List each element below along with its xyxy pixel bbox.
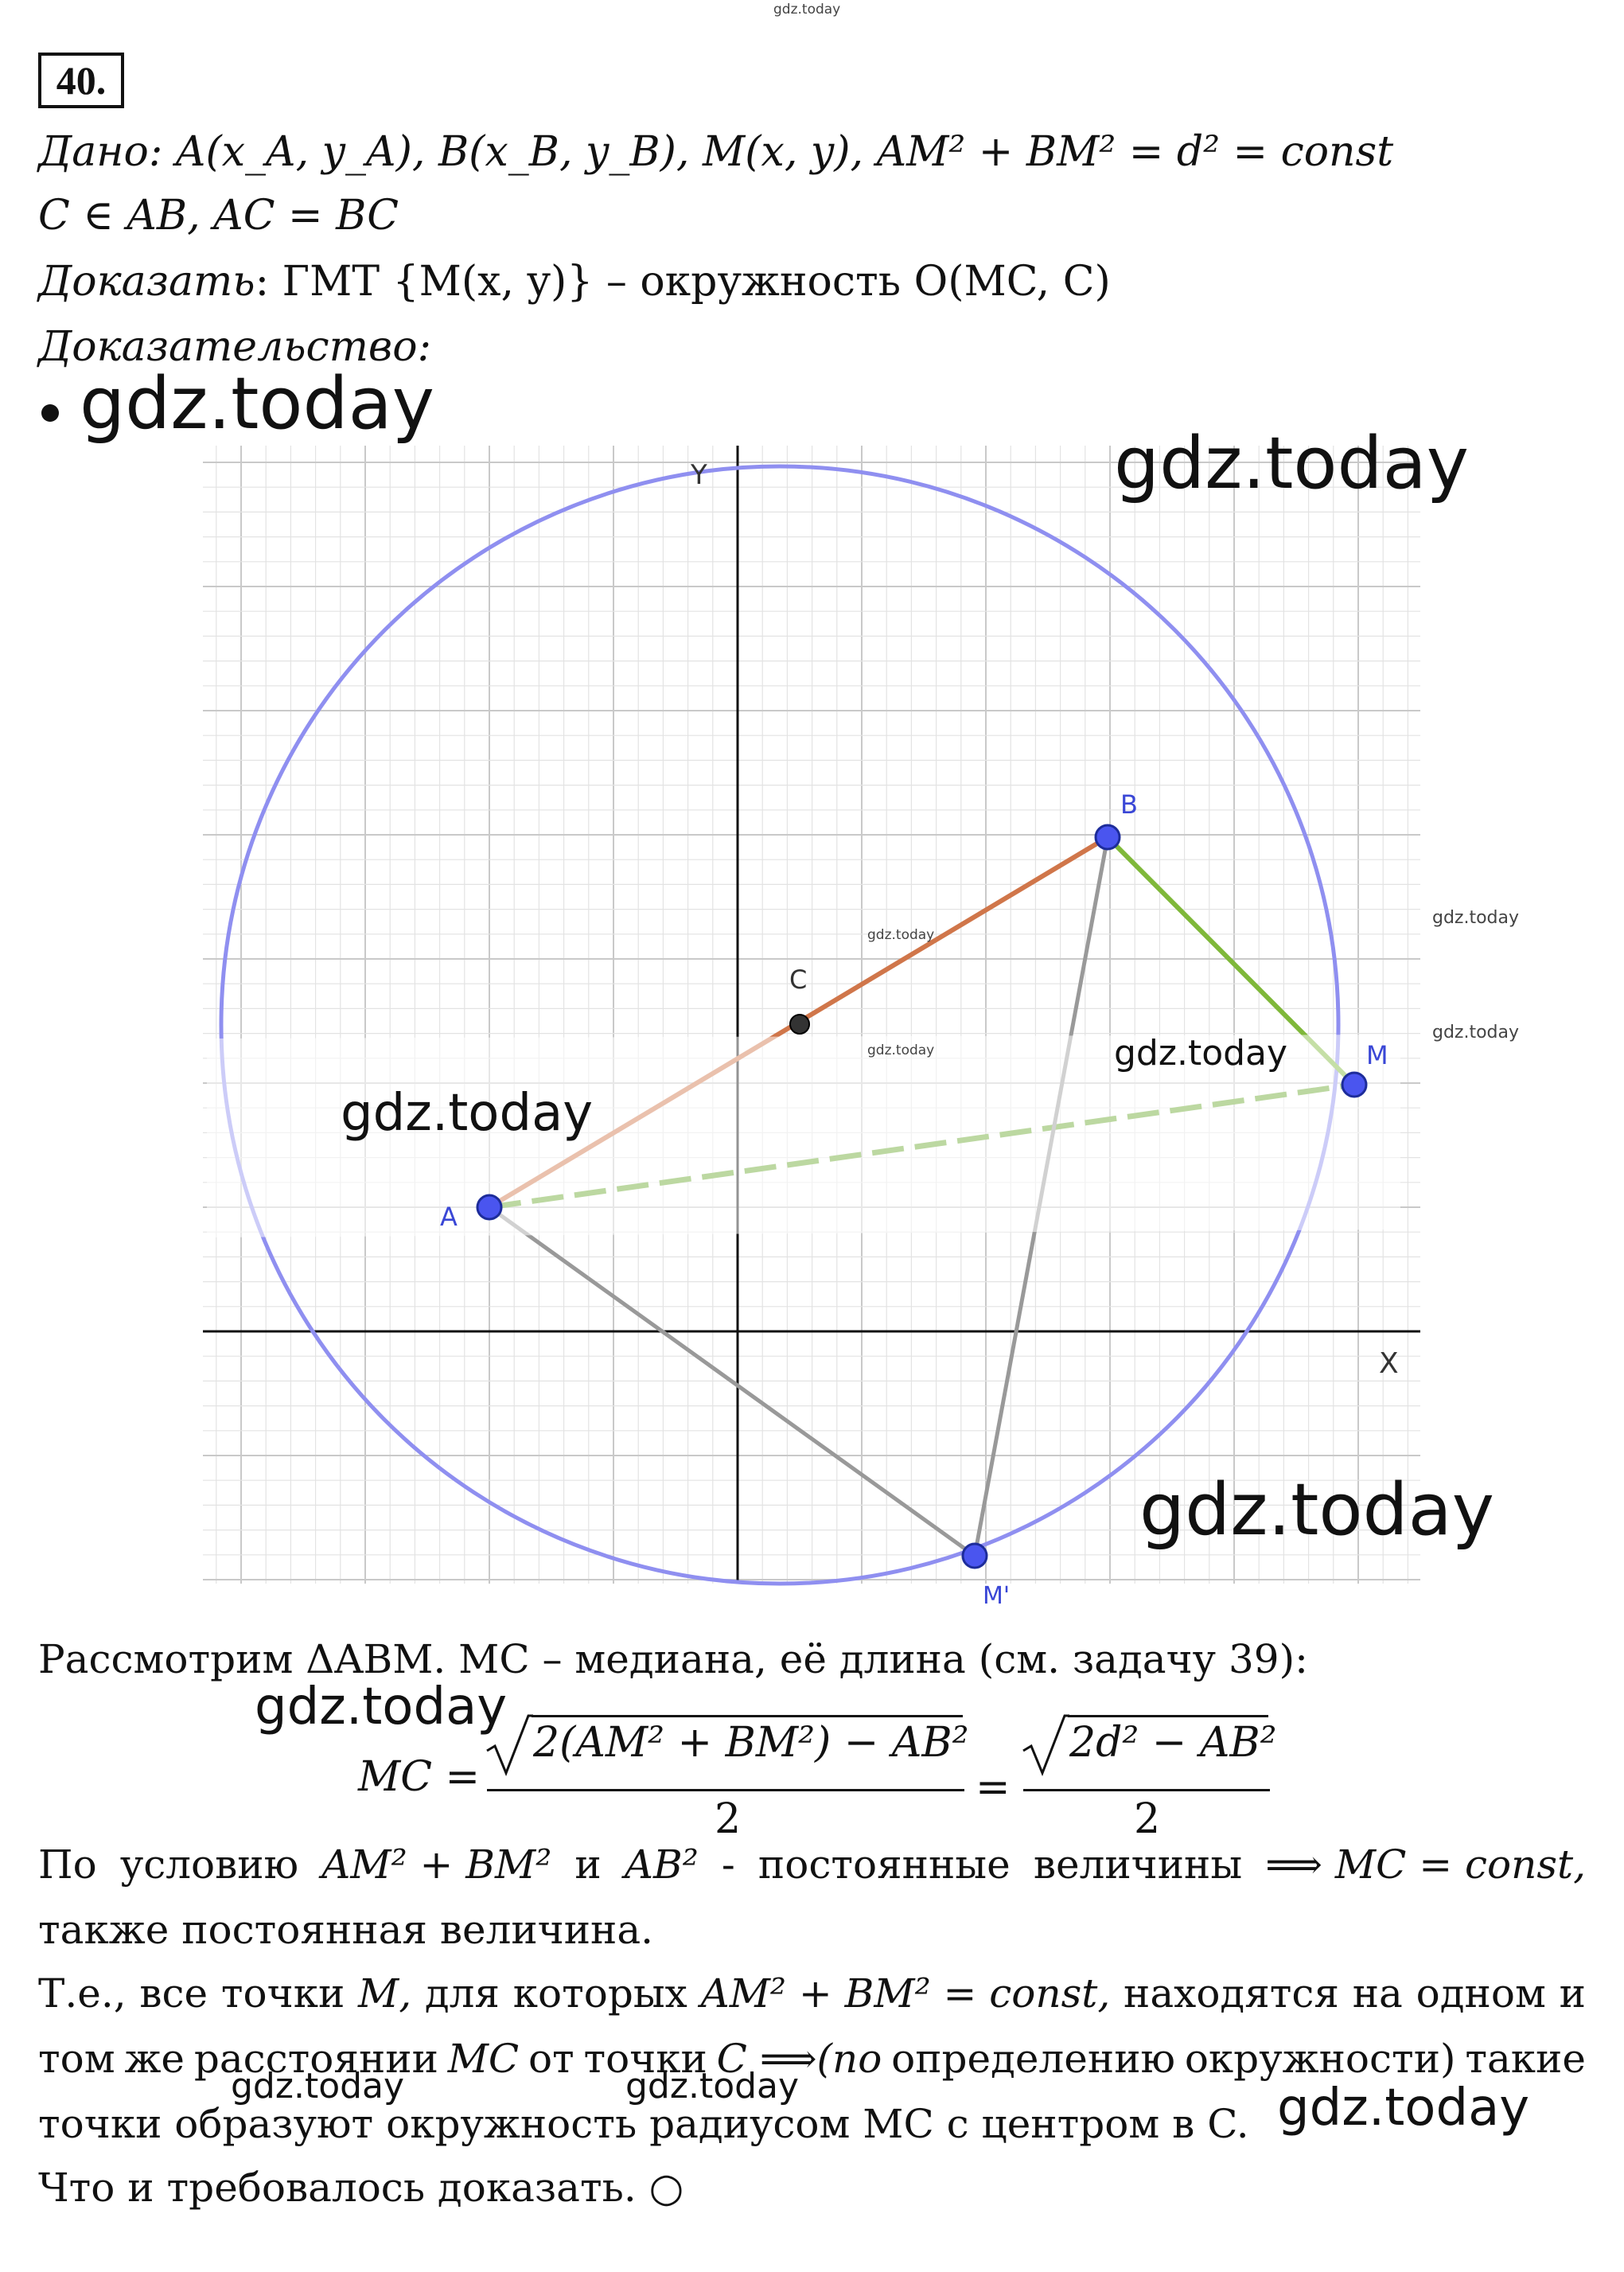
word: величины bbox=[1033, 1841, 1243, 1888]
point-m-prime bbox=[961, 1542, 988, 1569]
word: AM² + BM² bbox=[321, 1841, 552, 1888]
word: постоянные bbox=[757, 1841, 1011, 1888]
word: точки bbox=[220, 1970, 345, 2017]
watermark-fig-5: gdz.today bbox=[1432, 1023, 1520, 1042]
segment-am-prime bbox=[488, 1205, 976, 1558]
watermark-fig-6: gdz.today bbox=[1114, 1033, 1288, 1074]
label-c: C bbox=[789, 965, 807, 995]
label-y-axis: Y bbox=[690, 459, 707, 491]
label-m-prime: M' bbox=[983, 1582, 1010, 1610]
point-a bbox=[476, 1194, 503, 1221]
word: и bbox=[1559, 1970, 1586, 2017]
watermark-text-3: gdz.today bbox=[1277, 2079, 1530, 2138]
word: точки bbox=[583, 2036, 707, 2082]
point-c bbox=[789, 1014, 810, 1035]
word: ⟹ MC = const, bbox=[1265, 1841, 1586, 1888]
formula-denominator-1: 2 bbox=[715, 1795, 742, 1843]
word: расстоянии bbox=[193, 2036, 438, 2082]
word: определению bbox=[891, 2036, 1176, 2082]
watermark-bullet: gdz.today bbox=[80, 362, 435, 446]
watermark-text-1: gdz.today bbox=[231, 2066, 405, 2106]
consider-line: Рассмотрим ΔABM. MC – медиана, её длина … bbox=[38, 1636, 1308, 1682]
given-label: Дано bbox=[38, 128, 149, 176]
te-line-2: том же расстоянии MC от точки C ⟹(по опр… bbox=[38, 2039, 1586, 2079]
watermark-formula: gdz.today bbox=[255, 1678, 508, 1736]
point-m bbox=[1341, 1071, 1368, 1098]
label-b: B bbox=[1120, 789, 1138, 820]
word: такие bbox=[1465, 2036, 1586, 2082]
grid bbox=[203, 446, 1420, 1584]
word: все bbox=[139, 1970, 208, 2017]
word: от bbox=[528, 2036, 574, 2082]
te-line-3: точки образуют окружность радиусом MC с … bbox=[38, 2101, 1249, 2147]
condition-line-2: также постоянная величина. bbox=[38, 1907, 654, 1953]
watermark-fig-1: gdz.today bbox=[1114, 422, 1470, 505]
word: на bbox=[1352, 1970, 1403, 2017]
word: AB² bbox=[624, 1841, 699, 1888]
fraction-bar-1 bbox=[487, 1789, 964, 1791]
prove-text: : ГМТ {M(x, y)} – окружность O(MC, C) bbox=[255, 258, 1111, 306]
sqrt-bar-1 bbox=[532, 1715, 963, 1717]
sqrt-sign-2 bbox=[1022, 1714, 1069, 1776]
watermark-fig-7: gdz.today bbox=[341, 1084, 594, 1143]
condition-line-1: По условию AM² + BM² и AB² - постоянные … bbox=[38, 1845, 1586, 1884]
word: Т.е., bbox=[38, 1970, 127, 2017]
word: которых bbox=[512, 1970, 687, 2017]
label-x-axis: X bbox=[1379, 1347, 1399, 1380]
word: По bbox=[38, 1841, 97, 1888]
word: и bbox=[574, 1841, 602, 1888]
word: для bbox=[424, 1970, 500, 2017]
sqrt-bar-2 bbox=[1068, 1715, 1268, 1717]
word: AM² + BM² = const, bbox=[700, 1970, 1111, 2017]
te-line-1: Т.е., все точки M, для которых AM² + BM²… bbox=[38, 1974, 1586, 2013]
word: MC bbox=[447, 2036, 520, 2082]
label-m: M bbox=[1366, 1040, 1388, 1070]
watermark-text-2: gdz.today bbox=[625, 2066, 800, 2106]
word: окружности) bbox=[1184, 2036, 1456, 2082]
formula-numerator-1: 2(AM² + BM²) − AB² bbox=[533, 1719, 969, 1767]
word: находятся bbox=[1124, 1970, 1339, 2017]
word: же bbox=[124, 2036, 185, 2082]
scan-band bbox=[207, 1035, 1400, 1237]
point-b bbox=[1094, 824, 1121, 851]
word: том bbox=[38, 2036, 115, 2082]
label-a: A bbox=[440, 1202, 458, 1232]
qed-line: Что и требовалось доказать. ○ bbox=[38, 2165, 684, 2211]
given-line-1: Дано: A(x_A, y_A), B(x_B, y_B), M(x, y),… bbox=[38, 131, 1393, 173]
problem-number: 40. bbox=[38, 53, 124, 108]
word: - bbox=[721, 1841, 735, 1888]
prove-label: Доказать bbox=[38, 258, 255, 306]
formula-denominator-2: 2 bbox=[1134, 1795, 1161, 1843]
watermark-fig-3: gdz.today bbox=[867, 1042, 935, 1058]
watermark-fig-4: gdz.today bbox=[1432, 908, 1520, 928]
fraction-bar-2 bbox=[1023, 1789, 1270, 1791]
sqrt-sign-1 bbox=[486, 1714, 533, 1776]
bullet bbox=[41, 404, 59, 422]
given-text: : A(x_A, y_A), B(x_B, y_B), M(x, y), AM²… bbox=[148, 128, 1394, 176]
word: условию bbox=[119, 1841, 299, 1888]
word: одном bbox=[1416, 1970, 1546, 2017]
proof-label: Доказательство: bbox=[38, 323, 432, 371]
watermark-fig-2: gdz.today bbox=[867, 927, 935, 943]
formula-lhs: MC = bbox=[358, 1753, 481, 1801]
word: C ⟹(по bbox=[716, 2036, 882, 2082]
locus-circle bbox=[219, 464, 1341, 1586]
prove-line: Доказать: ГМТ {M(x, y)} – окружность O(M… bbox=[38, 261, 1111, 302]
watermark-fig-8: gdz.today bbox=[1139, 1468, 1495, 1552]
formula-numerator-2: 2d² − AB² bbox=[1069, 1719, 1277, 1767]
word: M, bbox=[358, 1970, 412, 2017]
watermark-top: gdz.today bbox=[773, 2, 841, 18]
given-line-2: C ∈ AB, AC = BC bbox=[38, 192, 399, 240]
geometry-figure: A B C M M' X Y bbox=[203, 446, 1420, 1610]
formula-equals: = bbox=[976, 1763, 1011, 1811]
